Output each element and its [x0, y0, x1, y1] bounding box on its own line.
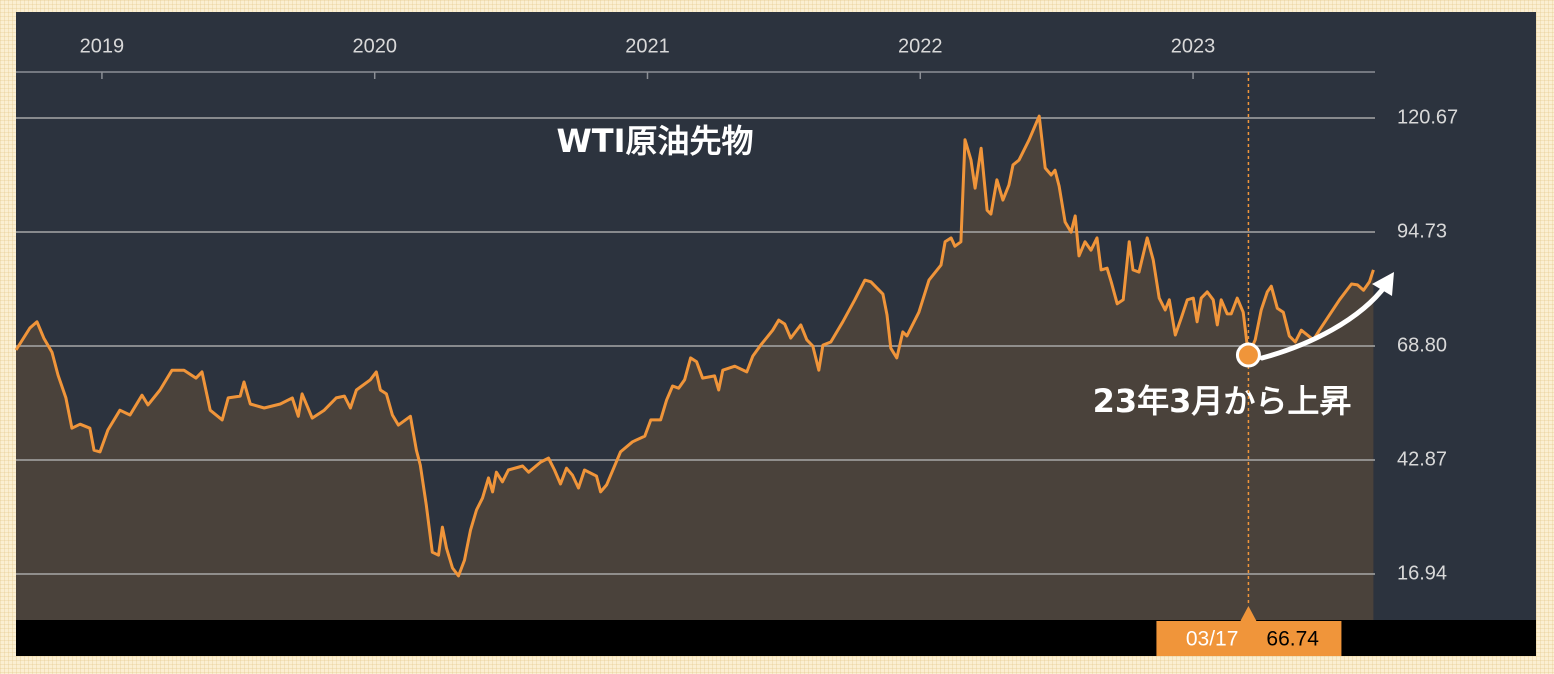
area — [16, 116, 1374, 620]
trend-arrow-head — [1372, 272, 1394, 296]
x-tick-label: 2021 — [625, 35, 670, 57]
price-line — [14, 114, 1375, 578]
x-tick-label: 2023 — [1171, 35, 1216, 57]
annotation: 23年3月から上昇 — [1093, 382, 1352, 420]
y-tick-label: 16.94 — [1397, 562, 1447, 584]
y-tick-label: 68.80 — [1397, 334, 1447, 356]
cursor-date: 03/17 — [1186, 628, 1239, 651]
y-tick-label: 120.67 — [1397, 106, 1458, 128]
axes: 16.94 42.87 68.80 94.73 120.67 2019 2020 2021 20… — [80, 35, 1458, 584]
trend-arrow — [1259, 282, 1389, 361]
cursor-value: 66.74 — [1266, 628, 1319, 651]
x-tick-label: 2019 — [80, 35, 125, 57]
y-tick-label: 94.73 — [1397, 220, 1447, 242]
cursor-dot — [1235, 342, 1261, 368]
x-tick-label: 2022 — [898, 35, 943, 57]
cursor-pointer — [1240, 606, 1257, 621]
cursor: 03/17 66.74 — [1156, 72, 1342, 656]
chart-title: WTI原油先物 — [556, 122, 753, 160]
cursor-label-box — [1156, 621, 1342, 656]
y-tick-label: 42.87 — [1397, 448, 1447, 470]
grid — [16, 117, 1375, 575]
plot — [16, 116, 1374, 620]
x-tick-label: 2020 — [352, 35, 397, 57]
